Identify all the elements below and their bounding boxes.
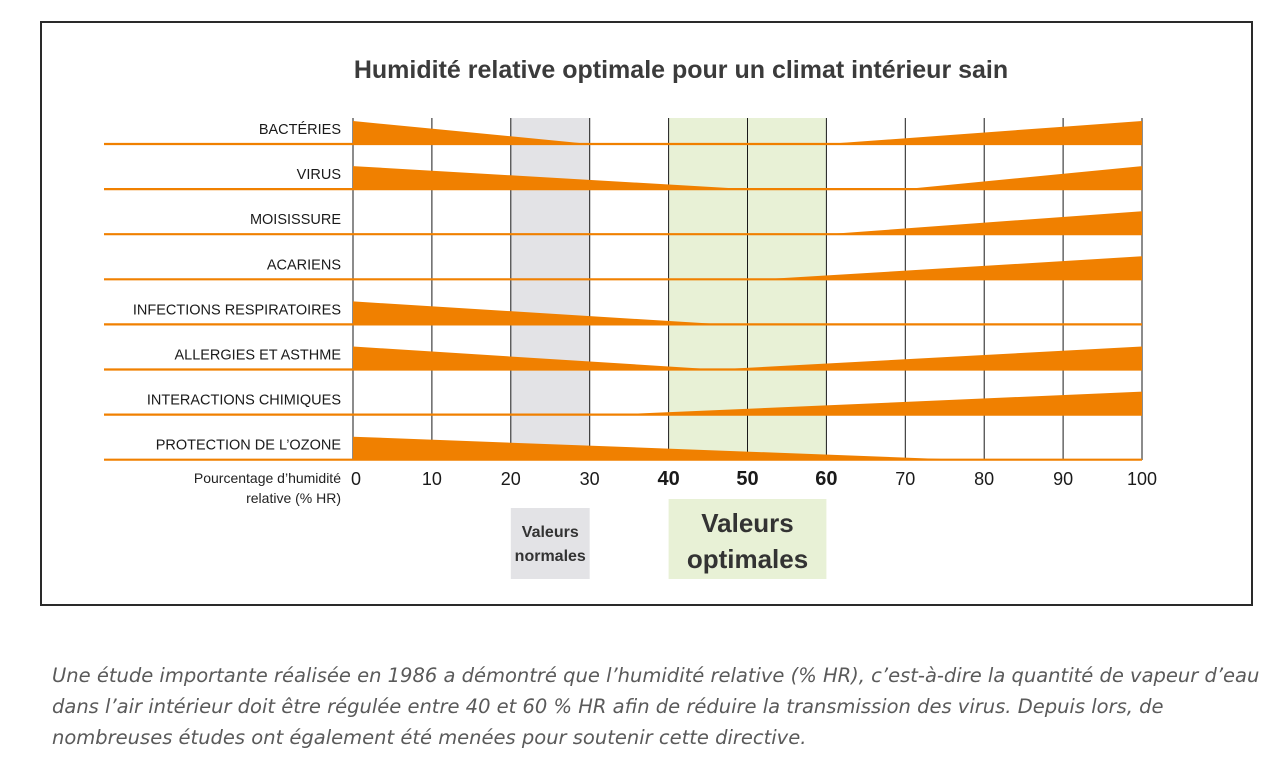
zone-label-optimal-line-1: Valeurs <box>701 508 794 538</box>
x-tick-label-30: 30 <box>580 469 600 489</box>
x-tick-label-0: 0 <box>351 469 361 489</box>
row-5-label: INFECTIONS RESPIRATOIRES <box>133 302 341 318</box>
chart-frame <box>40 21 1253 606</box>
zone-label-normal-line-1: Valeurs <box>522 524 579 541</box>
row-3-wedge <box>353 211 1142 235</box>
x-tick-label-40: 40 <box>657 468 679 490</box>
row-7-label: INTERACTIONS CHIMIQUES <box>147 393 341 409</box>
row-1-label: BACTÉRIES <box>259 121 341 138</box>
x-tick-label-80: 80 <box>974 469 994 489</box>
zone-label-box-normal <box>510 508 590 579</box>
x-axis-label-line-1: Pourcentage d’humidité <box>194 470 341 486</box>
row-3-label: MOISISSURE <box>250 212 341 228</box>
x-tick-label-90: 90 <box>1053 469 1073 489</box>
row-4-wedge <box>353 256 1142 280</box>
x-tick-label-10: 10 <box>422 469 442 489</box>
row-8-label: PROTECTION DE L’OZONE <box>156 438 342 454</box>
row-6-wedge <box>353 346 1142 370</box>
row-2-label: VIRUS <box>297 167 341 183</box>
x-tick-label-100: 100 <box>1127 469 1157 489</box>
chart: Humidité relative optimale pour un clima… <box>104 56 1157 579</box>
row-7-wedge <box>353 391 1142 415</box>
row-1-wedge <box>353 121 1142 144</box>
zone-band-normal <box>510 118 590 460</box>
row-6-label: ALLERGIES ET ASTHME <box>174 348 341 364</box>
caption-text: Une étude importante réalisée en 1986 a … <box>52 664 1260 749</box>
x-tick-label-70: 70 <box>895 469 915 489</box>
row-8-wedge <box>353 436 1142 460</box>
x-tick-label-50: 50 <box>736 468 758 490</box>
row-4-label: ACARIENS <box>267 257 341 273</box>
zone-label-optimal-line-2: optimales <box>687 544 808 574</box>
zone-label-normal-line-2: normales <box>515 548 586 565</box>
zone-label-box-optimal <box>668 499 827 579</box>
x-axis-label-line-2: relative (% HR) <box>246 490 341 506</box>
row-2-wedge <box>353 166 1142 190</box>
row-5-wedge <box>353 301 1142 325</box>
chart-title: Humidité relative optimale pour un clima… <box>354 56 1008 84</box>
x-tick-label-20: 20 <box>501 469 521 489</box>
x-tick-label-60: 60 <box>815 468 837 490</box>
